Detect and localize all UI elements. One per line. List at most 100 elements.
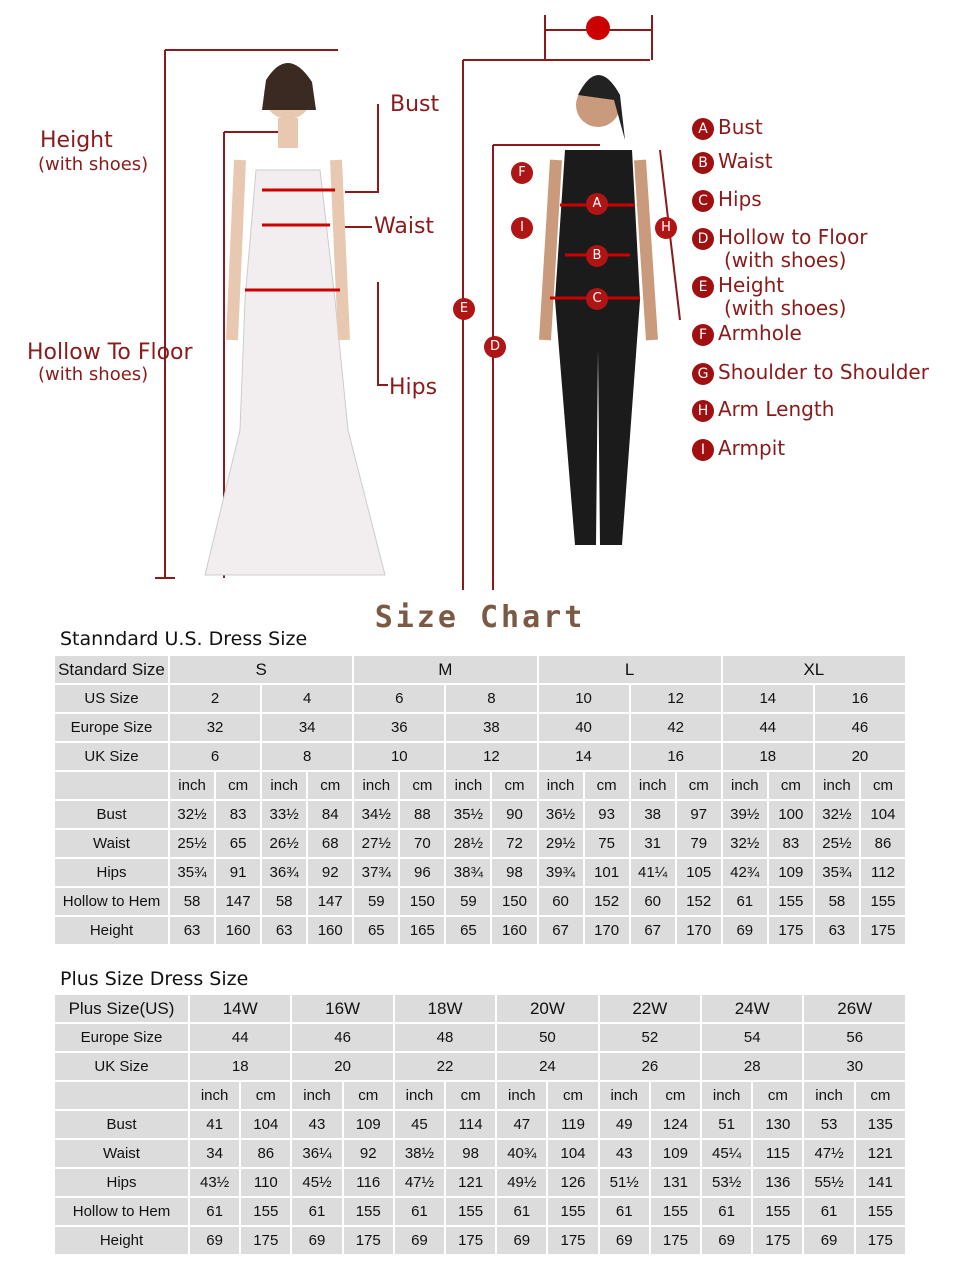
size-cell: 32 (170, 714, 261, 741)
measure-cell: 119 (548, 1111, 598, 1138)
unit-cell: inch (538, 772, 583, 799)
standard-size-table: Standard Size S M L XL US Size 2 4 6 8 10 12 14 16 Eur… (53, 654, 907, 946)
unit-cell: cm (650, 1082, 701, 1109)
measure-cell: 98 (446, 1140, 496, 1167)
measure-cell: 88 (400, 801, 445, 828)
measure-cell: 26½ (262, 830, 307, 857)
legend-marker-e: E (692, 275, 714, 298)
measure-cell: 61 (804, 1198, 854, 1225)
row-label: US Size (55, 685, 168, 712)
unit-cell: cm (548, 1082, 598, 1109)
legend-subtext: (with shoes) (724, 295, 847, 320)
measure-cell: 131 (650, 1169, 701, 1196)
empty-cell (55, 772, 168, 799)
size-row: Europe Size 44 46 48 50 52 54 56 (55, 1024, 905, 1051)
size-cell: 16 (814, 685, 905, 712)
height-label: Height (40, 128, 113, 153)
marker-d: D (484, 336, 506, 358)
unit-cell: inch (292, 1082, 342, 1109)
measure-cell: 160 (492, 917, 537, 944)
size-header: 26W (804, 995, 905, 1022)
unit-cell: inch (722, 772, 767, 799)
legend-marker-b: B (692, 151, 714, 174)
measure-cell: 124 (650, 1111, 701, 1138)
measure-cell: 38½ (394, 1140, 445, 1167)
measure-row: Hips 43½ 110 45½ 116 47½ 121 49½ 126 51½ 131 53½ 136… (55, 1169, 905, 1196)
measure-cell: 90 (492, 801, 537, 828)
measure-cell: 36½ (538, 801, 583, 828)
marker-h: H (655, 217, 677, 239)
unit-cell: cm (768, 772, 813, 799)
unit-cell: cm (492, 772, 537, 799)
measure-cell: 72 (492, 830, 537, 857)
size-cell: 28 (702, 1053, 803, 1080)
measure-cell: 67 (630, 917, 675, 944)
legend-item-e: E Height (with shoes) (692, 275, 846, 318)
size-cell: 54 (702, 1024, 803, 1051)
measure-cell: 63 (170, 917, 215, 944)
units-row: inch cm inch cm inch cm inch cm inch cm inch cm inch… (55, 1082, 905, 1109)
measure-cell: 32½ (722, 830, 767, 857)
measure-cell: 58 (262, 888, 307, 915)
units-row: inch cm inch cm inch cm inch cm inch cm inch cm inch… (55, 772, 905, 799)
marker-b: B (586, 245, 608, 267)
measure-cell: 104 (241, 1111, 291, 1138)
legend-marker-i: I (692, 438, 714, 461)
measure-cell: 86 (860, 830, 905, 857)
measure-cell: 68 (308, 830, 353, 857)
measure-cell: 109 (343, 1111, 393, 1138)
marker-i: I (511, 217, 533, 239)
size-cell: 44 (190, 1024, 291, 1051)
measure-cell: 79 (676, 830, 721, 857)
measure-cell: 36¾ (262, 859, 307, 886)
header-row: Standard Size S M L XL (55, 656, 905, 683)
marker-a: A (586, 193, 608, 215)
measure-row: Hollow to Hem 58 147 58 147 59 150 59 150 60 152 60… (55, 888, 905, 915)
measure-cell: 104 (860, 801, 905, 828)
legend-text: Height (718, 273, 785, 297)
measure-cell: 155 (768, 888, 813, 915)
measure-cell: 60 (630, 888, 675, 915)
legend-marker-h: H (692, 399, 714, 422)
unit-cell: inch (170, 772, 215, 799)
unit-cell: inch (599, 1082, 649, 1109)
measure-cell: 37¾ (354, 859, 399, 886)
measure-cell: 175 (768, 917, 813, 944)
row-label: Height (55, 917, 168, 944)
legend-item-c: C Hips (692, 189, 762, 212)
size-row: US Size 2 4 6 8 10 12 14 16 (55, 685, 905, 712)
measure-cell: 70 (400, 830, 445, 857)
measure-cell: 84 (308, 801, 353, 828)
size-cell: 44 (722, 714, 813, 741)
measure-cell: 39¾ (538, 859, 583, 886)
legend-marker-g: G (692, 362, 714, 385)
unit-cell: cm (343, 1082, 393, 1109)
measure-cell: 69 (702, 1227, 752, 1254)
measure-cell: 39½ (722, 801, 767, 828)
unit-cell: inch (354, 772, 399, 799)
size-cell: 22 (394, 1053, 496, 1080)
standard-table-title: Stanndard U.S. Dress Size (60, 628, 308, 650)
plus-size-table: Plus Size(US) 14W 16W 18W 20W 22W 24W 26W Europe… (53, 993, 907, 1256)
size-header: M (354, 656, 537, 683)
size-row: UK Size 6 8 10 12 14 16 18 20 (55, 743, 905, 770)
size-cell: 34 (262, 714, 353, 741)
measure-cell: 155 (650, 1198, 701, 1225)
row-label: Hips (55, 859, 168, 886)
row-label: Europe Size (55, 1024, 188, 1051)
measure-cell: 47 (497, 1111, 547, 1138)
measure-cell: 155 (241, 1198, 291, 1225)
measure-cell: 49 (599, 1111, 649, 1138)
size-cell: 14 (722, 685, 813, 712)
marker-c: C (586, 288, 608, 310)
legend-text: Hips (718, 187, 762, 211)
measure-cell: 53½ (702, 1169, 752, 1196)
measure-cell: 32½ (170, 801, 215, 828)
measure-cell: 155 (343, 1198, 393, 1225)
measure-cell: 45¼ (702, 1140, 752, 1167)
dress-figure (204, 62, 386, 576)
measure-cell: 31 (630, 830, 675, 857)
legend-text: Hollow to Floor (718, 225, 868, 249)
empty-cell (55, 1082, 188, 1109)
row-label: UK Size (55, 1053, 188, 1080)
